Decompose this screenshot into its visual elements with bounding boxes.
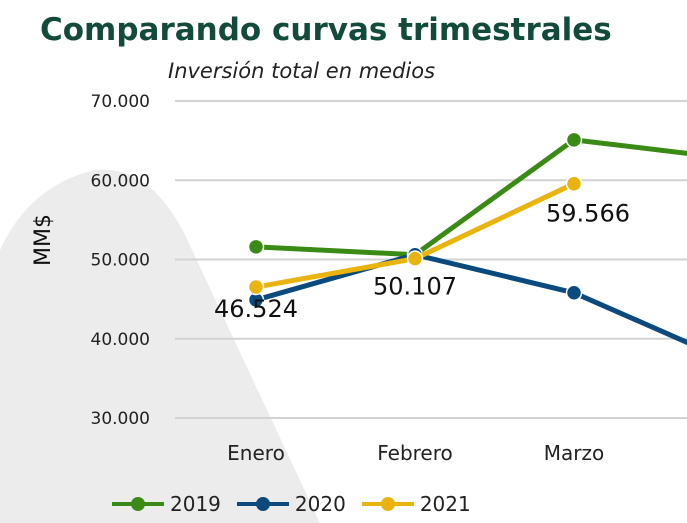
legend-swatch — [112, 493, 164, 515]
data-point-2019 — [247, 238, 265, 256]
x-tick-label: Marzo — [544, 441, 604, 465]
series-2021 — [247, 175, 583, 296]
y-tick-label: 60.000 — [91, 171, 150, 191]
data-point-2019 — [565, 131, 583, 149]
series-2019 — [247, 131, 687, 263]
legend-item-2019: 2019 — [112, 492, 221, 516]
legend-swatch — [361, 493, 414, 515]
series-line-2019 — [253, 137, 687, 258]
x-tick-label: Febrero — [377, 441, 453, 465]
series-line-2020 — [253, 252, 687, 346]
data-point-2021 — [406, 250, 424, 267]
legend-item-2020: 2020 — [236, 492, 346, 516]
data-point-2021 — [247, 278, 265, 296]
series-2020 — [247, 246, 687, 346]
data-label: 59.566 — [546, 200, 630, 228]
data-label: 50.107 — [373, 273, 457, 301]
legend-swatch — [236, 493, 289, 515]
data-point-2021 — [565, 175, 583, 192]
chart-legend: 2019 2020 2021 — [112, 492, 471, 516]
y-tick-label: 50.000 — [91, 251, 150, 271]
x-tick-label: Enero — [227, 441, 285, 465]
data-point-2020 — [565, 284, 583, 302]
chart-subtitle: Inversión total en medios — [168, 59, 436, 83]
y-axis-label: MM$ — [31, 214, 56, 266]
legend-item-2021: 2021 — [361, 492, 471, 516]
legend-label: 2021 — [419, 492, 471, 516]
legend-label: 2019 — [170, 492, 221, 516]
y-tick-label: 70.000 — [91, 92, 150, 112]
y-tick-label: 40.000 — [91, 330, 150, 350]
data-label: 46.524 — [214, 295, 298, 323]
legend-label: 2020 — [294, 492, 346, 516]
y-tick-label: 30.000 — [91, 409, 150, 429]
chart-title: Comparando curvas trimestrales — [40, 12, 612, 48]
series-line-2021 — [253, 181, 577, 290]
line-chart: 30.000 40.000 50.000 60.000 70.000 Enero Febre… — [31, 92, 687, 465]
